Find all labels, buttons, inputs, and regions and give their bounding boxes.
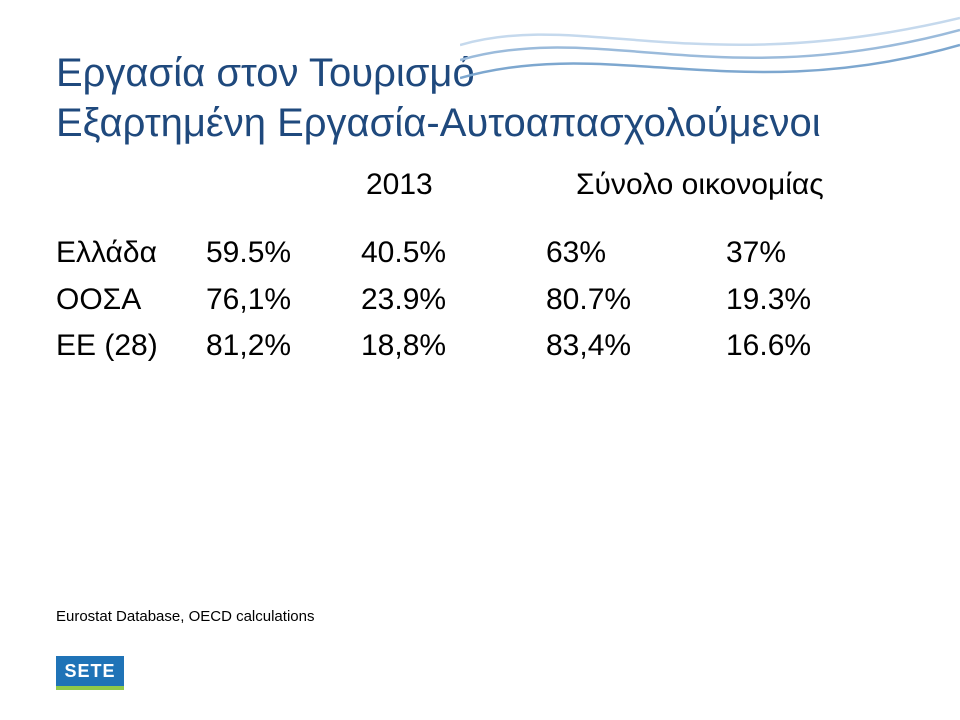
table-row: Ελλάδα 59.5% 40.5% 63% 37% — [56, 230, 904, 277]
table-row: ΟΟΣΑ 76,1% 23.9% 80.7% 19.3% — [56, 277, 904, 324]
slide-title-line2: Εξαρτημένη Εργασία-Αυτοαπασχολούμενοι — [56, 98, 904, 148]
row-value: 59.5% — [206, 230, 361, 277]
sete-logo: SETE — [56, 656, 124, 690]
row-value: 18,8% — [361, 323, 546, 370]
row-value: 37% — [726, 230, 904, 277]
row-value: 16.6% — [726, 323, 904, 370]
row-value: 83,4% — [546, 323, 726, 370]
row-value: 19.3% — [726, 277, 904, 324]
table-headers: 2013 Σύνολο οικονομίας — [56, 168, 904, 202]
row-value: 81,2% — [206, 323, 361, 370]
logo-text: SETE — [64, 661, 115, 682]
header-spacer — [56, 168, 366, 202]
row-label: ΕΕ (28) — [56, 323, 206, 370]
row-value: 76,1% — [206, 277, 361, 324]
row-value: 63% — [546, 230, 726, 277]
row-label: ΟΟΣΑ — [56, 277, 206, 324]
row-value: 23.9% — [361, 277, 546, 324]
header-year: 2013 — [366, 168, 576, 202]
slide-content: Εργασία στον Τουρισμό Εξαρτημένη Εργασία… — [0, 0, 960, 370]
header-total: Σύνολο οικονομίας — [576, 168, 904, 202]
table-row: ΕΕ (28) 81,2% 18,8% 83,4% 16.6% — [56, 323, 904, 370]
slide-title-line1: Εργασία στον Τουρισμό — [56, 48, 904, 98]
source-citation: Eurostat Database, OECD calculations — [56, 608, 314, 625]
row-value: 40.5% — [361, 230, 546, 277]
row-label: Ελλάδα — [56, 230, 206, 277]
table-body: Ελλάδα 59.5% 40.5% 63% 37% ΟΟΣΑ 76,1% 23… — [56, 230, 904, 370]
row-value: 80.7% — [546, 277, 726, 324]
